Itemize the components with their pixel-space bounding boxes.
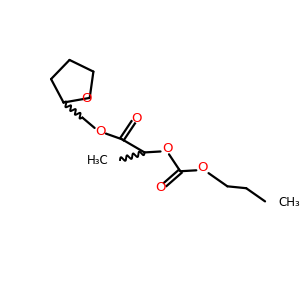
Text: O: O bbox=[162, 142, 172, 155]
Text: O: O bbox=[155, 181, 166, 194]
Text: O: O bbox=[132, 112, 142, 125]
Text: O: O bbox=[198, 161, 208, 174]
Text: O: O bbox=[82, 92, 92, 105]
Text: H₃C: H₃C bbox=[87, 154, 109, 167]
Text: O: O bbox=[95, 125, 106, 138]
Text: CH₃: CH₃ bbox=[278, 196, 300, 209]
